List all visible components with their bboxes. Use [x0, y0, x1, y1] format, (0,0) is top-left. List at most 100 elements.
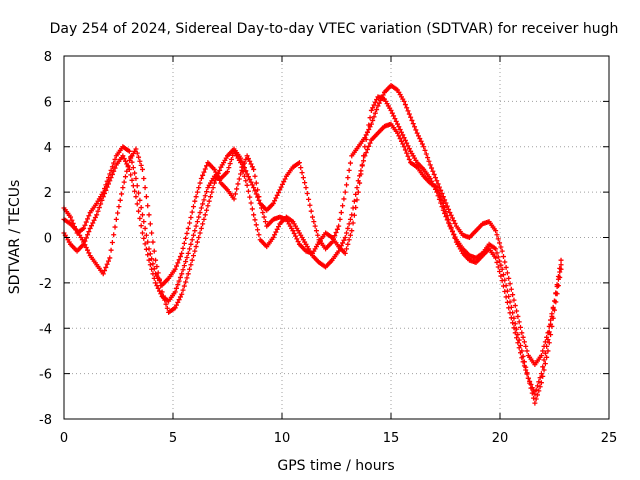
data-point	[96, 205, 102, 211]
data-point	[245, 188, 251, 194]
data-point	[372, 99, 378, 105]
data-point	[532, 400, 538, 406]
data-point	[248, 179, 254, 185]
data-point	[552, 307, 557, 313]
data-point	[132, 188, 138, 194]
data-point	[494, 232, 500, 238]
data-point	[180, 267, 186, 273]
data-point	[109, 239, 115, 245]
data-point	[295, 239, 301, 245]
data-point	[370, 117, 376, 123]
data-point	[85, 216, 91, 222]
data-point	[261, 214, 267, 220]
data-point	[440, 194, 446, 200]
data-point	[347, 160, 353, 166]
data-point	[538, 371, 544, 377]
data-point	[132, 170, 138, 176]
data-point	[344, 182, 350, 188]
data-point	[205, 203, 211, 209]
data-point	[192, 228, 198, 234]
data-point	[364, 146, 370, 152]
data-point	[68, 214, 74, 220]
data-point	[194, 219, 200, 225]
data-point	[117, 197, 123, 203]
data-point	[183, 279, 189, 285]
data-point	[119, 191, 125, 197]
data-point	[361, 158, 367, 164]
data-point	[151, 248, 157, 254]
data-point	[415, 133, 421, 139]
data-point	[531, 395, 537, 401]
data-point	[359, 163, 365, 169]
data-point	[111, 168, 117, 174]
data-point	[337, 216, 343, 222]
data-point	[173, 263, 179, 269]
data-point	[243, 156, 249, 162]
data-point	[353, 191, 359, 197]
data-point	[544, 354, 550, 360]
data-point	[443, 200, 449, 206]
data-point	[545, 330, 551, 336]
data-point	[94, 212, 100, 218]
data-point	[396, 133, 402, 139]
data-point	[142, 225, 148, 231]
data-point	[442, 197, 448, 203]
data-point	[404, 150, 410, 156]
data-point	[405, 108, 411, 114]
data-point	[211, 166, 217, 172]
data-point	[293, 233, 299, 239]
data-point	[201, 216, 207, 222]
data-point	[86, 229, 92, 235]
data-point	[368, 121, 374, 127]
data-point	[357, 173, 363, 179]
data-point	[184, 230, 190, 236]
data-point	[245, 156, 251, 162]
data-point	[160, 293, 166, 299]
data-point	[495, 264, 501, 270]
data-point	[149, 230, 155, 236]
data-point	[136, 190, 142, 196]
data-point	[388, 107, 394, 113]
data-point	[187, 266, 193, 272]
data-point	[69, 217, 75, 223]
data-point	[91, 217, 97, 223]
data-point	[253, 191, 259, 197]
data-point	[493, 255, 499, 261]
data-point	[277, 187, 283, 193]
data-point	[282, 176, 288, 182]
data-point	[153, 257, 159, 263]
data-point	[495, 254, 501, 260]
data-point	[156, 288, 162, 294]
data-point	[452, 220, 458, 226]
data-point	[133, 176, 139, 182]
data-point	[188, 215, 194, 221]
data-point	[451, 218, 457, 224]
data-point	[413, 127, 419, 133]
data-point	[247, 158, 253, 164]
data-point	[85, 232, 91, 238]
data-point	[185, 271, 191, 277]
data-point	[103, 187, 109, 193]
data-point	[338, 243, 344, 249]
data-point	[102, 190, 108, 196]
data-point	[546, 323, 552, 329]
data-point	[105, 181, 111, 187]
data-point	[337, 245, 343, 251]
data-point	[145, 203, 151, 209]
data-point	[185, 225, 191, 231]
data-point	[371, 114, 377, 120]
data-point	[238, 171, 244, 177]
data-point	[183, 235, 189, 241]
data-point	[541, 357, 547, 363]
data-point	[503, 264, 509, 270]
data-point	[121, 179, 127, 185]
data-point	[272, 232, 278, 238]
data-point	[521, 339, 527, 345]
data-point	[368, 107, 374, 113]
data-point	[181, 283, 187, 289]
data-point	[251, 166, 257, 172]
data-point	[374, 107, 380, 113]
data-point	[515, 332, 521, 338]
data-point	[147, 262, 153, 268]
data-point	[181, 240, 187, 246]
